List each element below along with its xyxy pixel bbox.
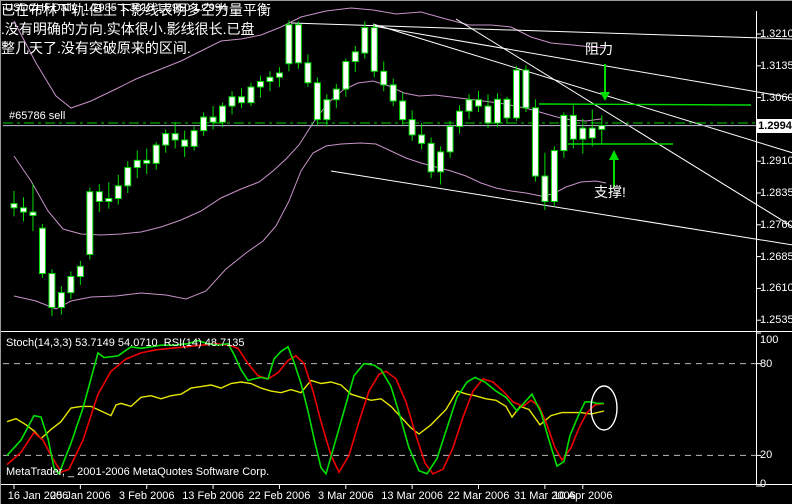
annotation-arrows xyxy=(600,64,619,187)
price-axis-label: 1.2760 xyxy=(760,218,792,231)
date-axis-label: 3 Feb 2006 xyxy=(118,490,175,502)
price-axis-label: 1.2910 xyxy=(760,155,792,168)
annotation-line-1: 已在布林下轨.但上下影线表明多空力量平衡 xyxy=(1,2,271,18)
order-sell-label[interactable]: #65786 sell xyxy=(9,110,66,122)
price-axis-label: 1.2535 xyxy=(760,314,792,327)
date-axis-label: 25 Jan 2006 xyxy=(50,490,111,502)
indicator-values-label: Stoch(14,3,3) 53.7149 54.0710 RSI(14) 48… xyxy=(6,337,245,349)
date-axis-label: 13 Mar 2006 xyxy=(381,490,444,502)
chinese-annotation: 已在布林下轨.但上下影线表明多空力量平衡 .没有明确的方向.实体很小.影线很长.… xyxy=(1,1,792,58)
copyright-text: MetaTrader, _ 2001-2006 MetaQuotes Softw… xyxy=(6,466,270,478)
price-axis-label: 1.2835 xyxy=(760,187,792,199)
indicator-scale-label: 20 xyxy=(760,449,773,462)
indicator-scale-label: 0 xyxy=(760,478,767,490)
candlesticks xyxy=(10,20,606,316)
date-axis-label: 16 Jan 2006 xyxy=(7,490,69,502)
date-axis-label: 3 Mar 2006 xyxy=(317,490,374,502)
annotation-line-2: .没有明确的方向.实体很小.影线很长.已盘 xyxy=(1,21,255,37)
date-axis-label: 22 Feb 2006 xyxy=(248,490,311,502)
axis-ticks xyxy=(13,33,761,489)
indicator-scale-label: 80 xyxy=(760,357,773,370)
current-price-badge: 1.2994 xyxy=(757,119,792,133)
indicator-lines xyxy=(3,339,756,476)
horizontal-level-lines[interactable] xyxy=(3,103,756,145)
annotation-line-3: 整几天了.没有突破原来的区间. xyxy=(1,40,191,56)
price-axis-label: 1.2685 xyxy=(760,250,792,263)
price-axis-label: 1.3060 xyxy=(760,91,792,104)
date-axis-label: 31 Mar 2006 xyxy=(513,490,576,502)
panel-borders xyxy=(1,11,792,485)
trendlines[interactable] xyxy=(290,18,792,246)
date-axis-label: 22 Mar 2006 xyxy=(447,490,510,502)
support-label: 支撑! xyxy=(594,184,626,200)
date-axis-label: 13 Feb 2006 xyxy=(182,490,244,502)
price-axis-label: 1.3135 xyxy=(760,59,792,72)
bollinger-bands xyxy=(13,7,607,310)
indicator-scale-label: 100 xyxy=(760,334,779,346)
resistance-label: 阻力 xyxy=(585,41,613,57)
price-axis-label: 1.3210 xyxy=(760,28,792,40)
date-axis-label: 10 Apr 2006 xyxy=(553,490,613,502)
chart-title-ohlc: USDCHF,Daily 1.2985 1.3018 1.2950 1.2994 xyxy=(5,2,227,14)
price-axis-label: 1.2610 xyxy=(760,282,792,295)
